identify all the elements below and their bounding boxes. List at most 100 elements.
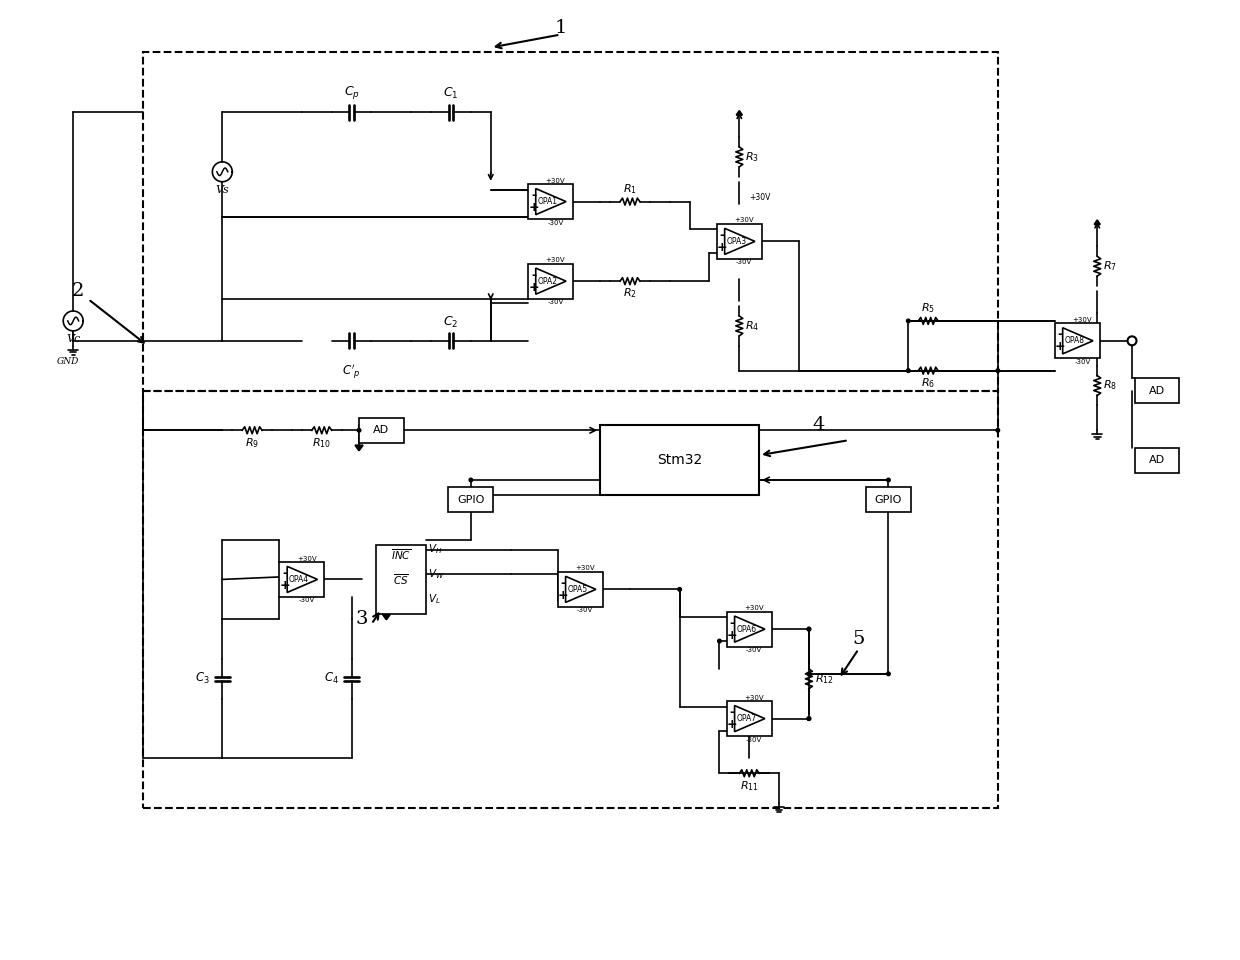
Text: -30V: -30V bbox=[577, 608, 593, 613]
Text: Vs: Vs bbox=[216, 185, 229, 195]
Text: +: + bbox=[528, 280, 539, 294]
Text: +30V: +30V bbox=[744, 695, 764, 701]
Text: +30V: +30V bbox=[546, 178, 565, 183]
Bar bbox=[143, 391, 998, 808]
Circle shape bbox=[807, 627, 811, 631]
Text: +30V: +30V bbox=[734, 218, 754, 224]
Text: -: - bbox=[730, 616, 735, 630]
Text: 4: 4 bbox=[812, 417, 825, 434]
Text: 1: 1 bbox=[554, 18, 567, 36]
Bar bbox=[727, 701, 771, 736]
Polygon shape bbox=[355, 445, 363, 450]
Text: -30V: -30V bbox=[746, 736, 763, 742]
Text: $V_H$: $V_H$ bbox=[428, 542, 443, 557]
Text: $V_L$: $V_L$ bbox=[428, 592, 441, 606]
Polygon shape bbox=[734, 706, 765, 732]
Bar bbox=[1135, 447, 1179, 472]
Text: +30V: +30V bbox=[575, 565, 595, 571]
Text: OPA6: OPA6 bbox=[737, 625, 756, 634]
Text: OPA7: OPA7 bbox=[737, 714, 756, 723]
Text: Stm32: Stm32 bbox=[657, 453, 702, 468]
Text: $R_4$: $R_4$ bbox=[745, 319, 760, 333]
Text: $R_{11}$: $R_{11}$ bbox=[740, 779, 759, 793]
Bar bbox=[558, 572, 603, 607]
Text: $C_3$: $C_3$ bbox=[195, 671, 210, 686]
Text: -: - bbox=[283, 567, 288, 580]
Bar bbox=[1135, 378, 1179, 403]
Circle shape bbox=[678, 588, 682, 591]
Bar bbox=[449, 488, 494, 513]
Text: +: + bbox=[280, 579, 290, 592]
Bar bbox=[360, 418, 404, 443]
Text: +30V: +30V bbox=[546, 257, 565, 263]
Text: -30V: -30V bbox=[547, 300, 563, 305]
Text: OPA4: OPA4 bbox=[289, 575, 309, 584]
Circle shape bbox=[357, 428, 361, 432]
Text: -30V: -30V bbox=[746, 647, 763, 653]
Text: +: + bbox=[1055, 340, 1065, 353]
Bar bbox=[279, 562, 324, 597]
Text: OPA3: OPA3 bbox=[727, 237, 746, 246]
Text: -30V: -30V bbox=[737, 259, 753, 265]
Circle shape bbox=[996, 428, 999, 432]
Text: $R_6$: $R_6$ bbox=[921, 376, 935, 390]
Text: $R_{10}$: $R_{10}$ bbox=[312, 436, 331, 449]
Text: $V_W$: $V_W$ bbox=[428, 567, 445, 582]
Circle shape bbox=[807, 717, 811, 720]
Circle shape bbox=[469, 478, 472, 482]
Text: +: + bbox=[727, 718, 738, 732]
Text: 2: 2 bbox=[72, 282, 84, 300]
Polygon shape bbox=[536, 188, 567, 215]
Text: -: - bbox=[531, 269, 536, 281]
Bar bbox=[717, 224, 761, 259]
Text: +: + bbox=[558, 588, 569, 602]
Bar bbox=[143, 53, 998, 391]
Circle shape bbox=[887, 478, 890, 482]
Text: OPA1: OPA1 bbox=[537, 197, 558, 206]
Bar bbox=[377, 544, 427, 614]
Text: $R_1$: $R_1$ bbox=[622, 182, 637, 196]
Text: GND: GND bbox=[57, 357, 79, 366]
Text: -: - bbox=[730, 707, 735, 719]
Polygon shape bbox=[724, 228, 755, 254]
Text: Vc: Vc bbox=[66, 334, 81, 345]
Text: -30V: -30V bbox=[299, 597, 315, 603]
Circle shape bbox=[718, 639, 722, 643]
Text: AD: AD bbox=[373, 425, 389, 435]
Bar bbox=[528, 184, 573, 219]
Text: 3: 3 bbox=[355, 611, 368, 628]
Text: $C_1$: $C_1$ bbox=[443, 86, 459, 101]
Circle shape bbox=[807, 672, 811, 676]
Text: $\overline{INC}$: $\overline{INC}$ bbox=[392, 547, 412, 562]
Circle shape bbox=[1127, 336, 1137, 346]
Text: OPA2: OPA2 bbox=[537, 276, 558, 286]
Polygon shape bbox=[288, 566, 317, 592]
Text: -: - bbox=[560, 577, 565, 589]
Text: -: - bbox=[720, 228, 725, 242]
Text: -30V: -30V bbox=[1074, 359, 1090, 365]
Text: GPIO: GPIO bbox=[874, 495, 903, 505]
Text: $R_8$: $R_8$ bbox=[1104, 378, 1117, 393]
Circle shape bbox=[996, 369, 999, 372]
Text: AD: AD bbox=[1148, 455, 1164, 465]
Polygon shape bbox=[737, 110, 743, 115]
Text: 5: 5 bbox=[852, 630, 864, 648]
Text: $C_2$: $C_2$ bbox=[444, 315, 459, 330]
Text: +30V: +30V bbox=[749, 193, 770, 202]
Text: $C'_p$: $C'_p$ bbox=[342, 363, 361, 381]
Text: AD: AD bbox=[1148, 386, 1164, 396]
Text: $R_7$: $R_7$ bbox=[1104, 259, 1117, 274]
Text: $C_p$: $C_p$ bbox=[343, 84, 360, 101]
Polygon shape bbox=[565, 576, 596, 603]
Text: GPIO: GPIO bbox=[458, 495, 485, 505]
Text: $\overline{CS}$: $\overline{CS}$ bbox=[393, 572, 409, 587]
Bar bbox=[866, 488, 911, 513]
Bar bbox=[727, 612, 771, 646]
Text: $R_5$: $R_5$ bbox=[921, 301, 935, 316]
Text: $C_4$: $C_4$ bbox=[324, 671, 339, 686]
Polygon shape bbox=[1094, 220, 1100, 225]
Circle shape bbox=[906, 319, 910, 323]
Text: -30V: -30V bbox=[547, 220, 563, 226]
Circle shape bbox=[807, 627, 811, 631]
Bar bbox=[1055, 324, 1100, 358]
